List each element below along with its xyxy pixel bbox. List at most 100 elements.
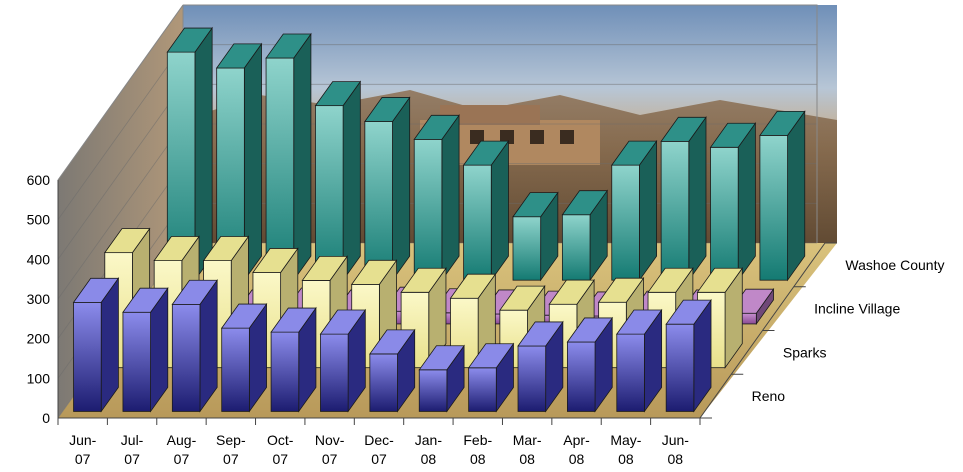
x-tick-label: Dec-07 [364, 432, 394, 467]
bar-top-face [265, 33, 312, 59]
bar-front-face [320, 333, 349, 412]
x-tick-label: Jun-08 [662, 432, 690, 467]
bar-top-face [418, 345, 465, 371]
bar-front-face [660, 140, 690, 281]
bar-reno [369, 328, 416, 413]
y-tick-labels: 0 100 200 300 400 500 600 [27, 172, 51, 426]
y-tick-label: 300 [27, 291, 51, 307]
bar-top-face [270, 307, 317, 333]
bar-reno [220, 302, 268, 413]
bar-top-face [104, 228, 151, 254]
bar-top-face [449, 273, 497, 299]
bar-top-face [314, 81, 362, 107]
bar-front-face [512, 216, 542, 281]
bar-top-face [561, 190, 608, 216]
bar-front-face [665, 323, 695, 412]
bar-top-face [153, 236, 200, 261]
bar-reno [122, 286, 169, 413]
bar-top-face [319, 309, 367, 335]
bar-reno [72, 277, 120, 413]
bar-top-face [548, 279, 595, 305]
series-label-reno: Reno [752, 388, 786, 404]
bar-washoe-county [364, 96, 411, 282]
bar-front-face [364, 121, 393, 281]
bar-front-face [270, 331, 300, 412]
bar-top-face [202, 236, 250, 261]
bar-top-face [517, 321, 564, 347]
bar-top-face [400, 267, 447, 293]
bar-sparks [449, 272, 497, 369]
axis-frame [57, 4, 837, 425]
x-tick-label: Nov-07 [315, 432, 345, 467]
bar-front-face [73, 301, 102, 412]
bar-reno [566, 316, 614, 413]
x-tick-label: Jun-07 [69, 432, 97, 467]
bar-washoe-county [759, 110, 806, 282]
bar-front-face [413, 138, 443, 281]
bar-top-face [665, 299, 712, 325]
bar-reno [171, 279, 218, 413]
bar-top-face [647, 267, 694, 293]
bar-top-face [350, 259, 398, 285]
bar-front-face [710, 146, 739, 281]
bar-washoe-county [610, 139, 658, 282]
bar-reno [665, 298, 712, 413]
bar-front-face [418, 369, 448, 412]
back-wall-top-edge [183, 4, 818, 243]
bar-top-face [364, 97, 411, 122]
bar-reno [270, 306, 317, 413]
bar-front-face [221, 327, 250, 412]
bar-top-face [413, 114, 460, 140]
bar-top-face [462, 140, 510, 166]
bar-front-face [759, 135, 788, 281]
bar-front-face [171, 303, 201, 412]
bar-front-face [561, 214, 591, 281]
bar-top-face [512, 192, 559, 218]
bar-top-face [215, 43, 263, 69]
bar-top-face [709, 122, 757, 148]
bar-top-face [171, 279, 218, 305]
side-wall-top-edge [57, 4, 184, 181]
bar-top-face [72, 277, 120, 303]
bar-front-face [122, 311, 151, 412]
bar-front-face [517, 345, 547, 412]
bar-washoe-county [512, 191, 559, 282]
x-tick-label: Aug-07 [167, 432, 197, 467]
y-tick-label: 200 [27, 331, 51, 347]
bars [72, 26, 806, 413]
bar-top-face [616, 309, 663, 335]
bar-washoe-county [265, 32, 312, 282]
bar-front-face [463, 164, 492, 281]
bar-washoe-county [660, 116, 707, 282]
x-tick-labels: Jun-07 Jul-07 Aug-07 Sep-07 Oct-07 Nov-07 Dec-… [69, 432, 689, 467]
bar-top-face [759, 110, 806, 136]
bar-front-face [566, 341, 596, 412]
bar-front-face [369, 353, 398, 412]
bar-side-face [392, 96, 411, 282]
bar-front-face [611, 164, 640, 281]
y-tick-label: 400 [27, 251, 51, 267]
x-tick-label: Jan-08 [415, 432, 443, 467]
y-tick-label: 100 [27, 370, 51, 386]
bar-side-face [293, 32, 312, 282]
bar-side-face [737, 121, 756, 282]
y-tick-label: 600 [27, 172, 51, 188]
bar-reno [616, 308, 663, 413]
y-tick-label: 500 [27, 212, 51, 228]
bar-top-face [122, 287, 169, 313]
bar-top-face [369, 329, 416, 355]
bar-top-face [499, 285, 546, 311]
x-tick-label: Jul-07 [121, 432, 144, 467]
bar-side-face [342, 80, 361, 282]
bar-reno [517, 320, 564, 413]
bar-reno [418, 344, 465, 413]
bar-top-face [610, 140, 658, 166]
x-tick-label: May-08 [610, 432, 641, 467]
series-label-sparks: Sparks [783, 344, 827, 360]
x-tick-label: Sep-07 [216, 432, 246, 467]
bar-side-face [441, 114, 460, 282]
x-tick-label: Oct-07 [267, 432, 294, 467]
bar-top-face [220, 303, 268, 329]
